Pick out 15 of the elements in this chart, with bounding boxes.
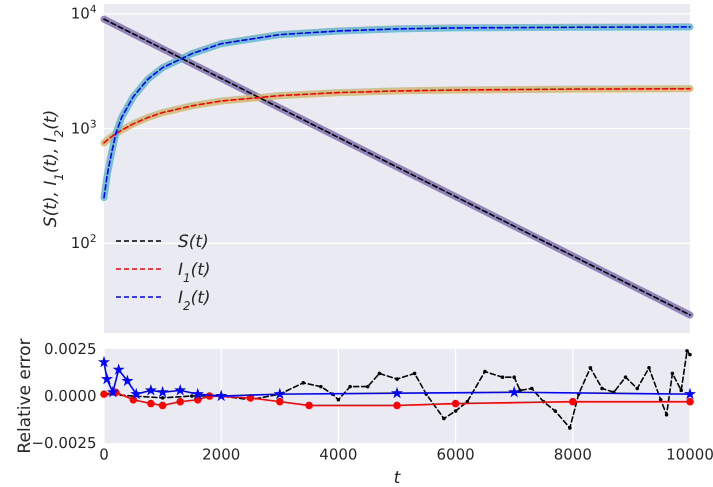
x-tick-label: 8000 [554,446,592,464]
x-tick-label: 2000 [202,446,240,464]
y-tick-label: 10$^{4}$ [70,4,97,23]
legend-label: S(t) [178,232,209,252]
x-axis-title: t [394,468,402,487]
legend-label: I$_{2}$(t) [178,288,211,313]
legend-label: I$_{1}$(t) [178,260,211,285]
y-tick-label: 0.0025 [44,340,96,358]
y-tick-label: 0.0000 [44,386,96,405]
y-tick-label: 10$^{2}$ [70,233,96,252]
x-tick-label: 4000 [319,446,358,464]
x-tick-label: 6000 [436,446,475,464]
x-tick-label: 10000 [666,446,713,464]
y-tick-label: 10$^{3}$ [70,118,96,138]
x-tick-label: 0 [99,446,109,464]
